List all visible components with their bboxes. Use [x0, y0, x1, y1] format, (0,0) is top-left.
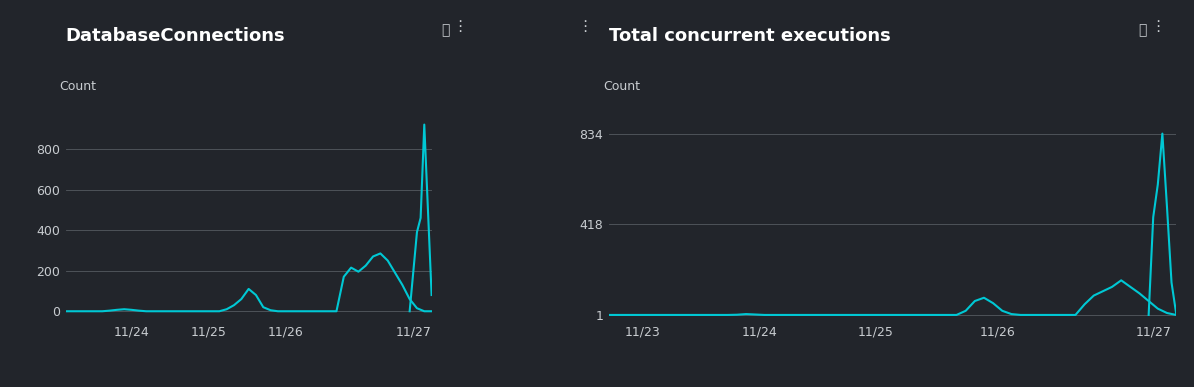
- Text: ⓘ: ⓘ: [441, 23, 450, 37]
- Text: Count: Count: [60, 80, 97, 93]
- Text: Total concurrent executions: Total concurrent executions: [609, 27, 891, 45]
- Text: ⓘ: ⓘ: [1138, 23, 1147, 37]
- Text: ⋮: ⋮: [453, 19, 467, 34]
- Text: ⋮: ⋮: [578, 19, 592, 34]
- Text: ⋮: ⋮: [1151, 19, 1165, 34]
- Text: Count: Count: [603, 80, 640, 93]
- Text: DatabaseConnections: DatabaseConnections: [66, 27, 285, 45]
